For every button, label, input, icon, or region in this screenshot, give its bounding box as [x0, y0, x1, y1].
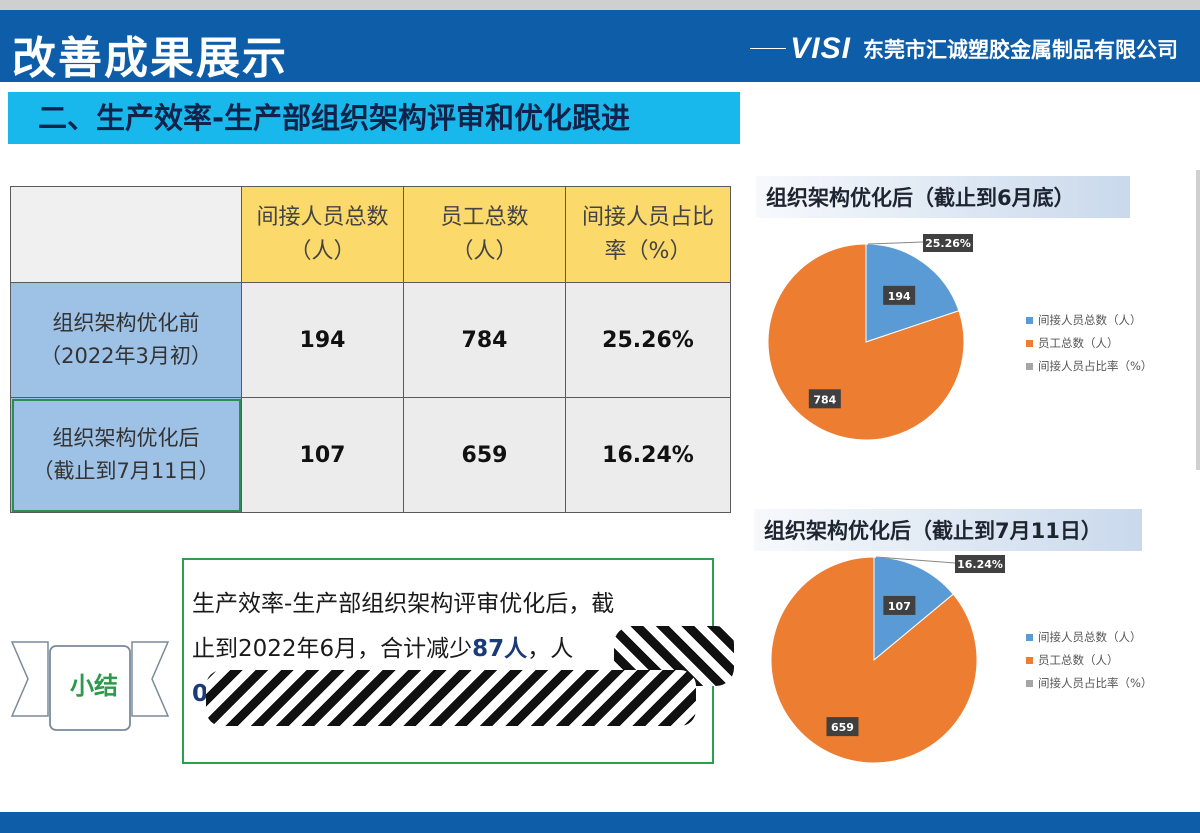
svg-text:107: 107 — [888, 600, 911, 613]
chart1-pie: 194 784 25.26% — [767, 234, 973, 441]
svg-text:659: 659 — [831, 721, 854, 734]
chart1-legend-item-total: 员工总数（人） — [1026, 332, 1152, 355]
chart1-label-ratio: 25.26% — [867, 234, 973, 252]
chart2-legend-swatch-ratio — [1026, 680, 1033, 687]
chart1-legend-item-indirect: 间接人员总数（人） — [1026, 309, 1152, 332]
chart1-label-total: 784 — [808, 389, 841, 409]
page-edge — [1196, 170, 1200, 470]
cell-before-ratio: 25.26% — [565, 282, 731, 398]
cell-after-ratio: 16.24% — [565, 397, 731, 513]
summary-line-1: 生产效率-生产部组织架构评审优化后，截 — [192, 591, 615, 617]
header-indirect-ratio: 间接人员占比 率（%） — [565, 186, 731, 283]
slide-title: 改善成果展示 — [12, 33, 288, 84]
svg-text:16.24%: 16.24% — [957, 558, 1003, 571]
svg-text:25.26%: 25.26% — [925, 237, 971, 250]
company-logo: VISI — [790, 32, 851, 65]
chart1-legend: 间接人员总数（人） 员工总数（人） 间接人员占比率（%） — [1026, 309, 1152, 378]
row-label-after[interactable]: 组织架构优化后 （截止到7月11日） — [10, 397, 242, 513]
chart2-legend-swatch-indirect — [1026, 634, 1033, 641]
section-subtitle: 二、生产效率-生产部组织架构评审和优化跟进 — [8, 92, 740, 144]
chart2-slice-total — [770, 556, 978, 764]
chart2-label-ratio: 16.24% — [875, 555, 1005, 573]
chart2-title: 组织架构优化后（截止到7月11日） — [754, 509, 1142, 551]
cell-before-total: 784 — [403, 282, 566, 398]
table-corner-cell — [10, 186, 242, 283]
chart1-legend-swatch-ratio — [1026, 363, 1033, 370]
chart2-legend-item-ratio: 间接人员占比率（%） — [1026, 672, 1152, 695]
chart2-legend-swatch-total — [1026, 657, 1033, 664]
summary-line-2: 止到2022年6月，合计减少87人，人 — [192, 636, 574, 662]
summary-highlight: 87人 — [472, 636, 528, 662]
chart1-title: 组织架构优化后（截止到6月底） — [756, 176, 1130, 218]
summary-box: 生产效率-生产部组织架构评审优化后，截 止到2022年6月，合计减少87人，人 … — [182, 558, 734, 764]
svg-text:784: 784 — [813, 393, 836, 406]
cell-after-indirect: 107 — [241, 397, 404, 513]
chart2-label-total: 659 — [826, 717, 859, 737]
svg-text:194: 194 — [888, 290, 911, 303]
chart2-legend: 间接人员总数（人） 员工总数（人） 间接人员占比率（%） — [1026, 626, 1152, 695]
summary-ribbon — [10, 641, 170, 731]
cell-before-indirect: 194 — [241, 282, 404, 398]
slide-header: 改善成果展示 VISI 东莞市汇诚塑胶金属制品有限公司 — [0, 10, 1200, 84]
header-divider — [750, 48, 787, 49]
chart2-pie: 107 659 16.24% — [770, 555, 1005, 764]
slide-footer — [0, 812, 1200, 833]
chart1-legend-swatch-total — [1026, 340, 1033, 347]
header-total-staff: 员工总数 （人） — [403, 186, 566, 283]
top-strip — [0, 0, 1200, 10]
chart2-legend-item-total: 员工总数（人） — [1026, 649, 1152, 672]
row-label-before: 组织架构优化前 （2022年3月初） — [10, 282, 242, 398]
chart1-legend-item-ratio: 间接人员占比率（%） — [1026, 355, 1152, 378]
chart2-legend-item-indirect: 间接人员总数（人） — [1026, 626, 1152, 649]
redaction-scribble — [206, 670, 696, 726]
chart1-legend-swatch-indirect — [1026, 317, 1033, 324]
chart2-label-indirect: 107 — [883, 595, 916, 615]
company-name: 东莞市汇诚塑胶金属制品有限公司 — [863, 38, 1178, 62]
cell-after-total: 659 — [403, 397, 566, 513]
chart1-label-indirect: 194 — [883, 285, 916, 305]
header-indirect-staff: 间接人员总数 （人） — [241, 186, 404, 283]
brand-block: VISI 东莞市汇诚塑胶金属制品有限公司 — [750, 32, 1178, 66]
comparison-table: 间接人员总数 （人） 员工总数 （人） 间接人员占比 率（%） 组织架构优化前 （202… — [10, 186, 731, 513]
summary-label: 小结 — [70, 672, 118, 700]
